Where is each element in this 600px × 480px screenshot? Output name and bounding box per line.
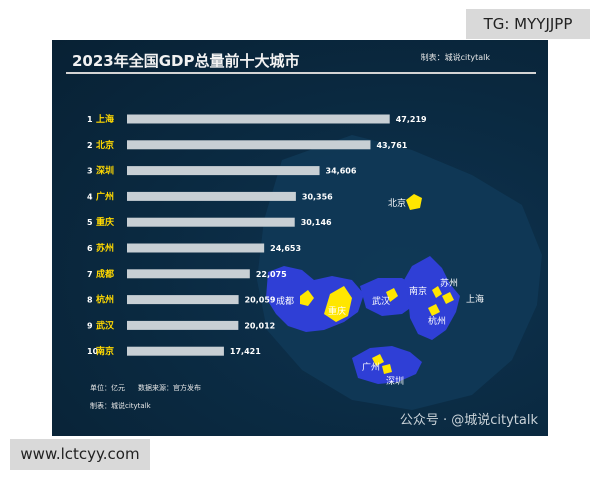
- map-label-chongqing: 重庆: [328, 305, 346, 317]
- city-shape-shenzhen: [382, 364, 392, 374]
- city-shape-beijing: [406, 194, 422, 210]
- map-label-shenzhen: 深圳: [386, 376, 404, 387]
- rank-label: 1: [87, 115, 93, 124]
- category-label: 重庆: [96, 216, 114, 228]
- value-label: 24,653: [270, 244, 301, 253]
- china-map: 北京 成都 重庆 武汉 南京 苏州 上海 杭州 广州 深圳: [257, 135, 542, 410]
- rank-label: 9: [87, 321, 93, 330]
- map-label-wuhan: 武汉: [372, 295, 390, 307]
- source-note: 数据来源：官方发布: [138, 384, 201, 392]
- value-label: 20,059: [245, 296, 276, 305]
- bar: [127, 140, 371, 150]
- rank-label: 8: [87, 296, 93, 305]
- city-shape-guangzhou: [372, 354, 384, 366]
- map-label-beijing: 北京: [388, 197, 406, 209]
- value-label: 17,421: [230, 347, 261, 356]
- map-label-suzhou: 苏州: [440, 277, 458, 289]
- map-label-nanjing: 南京: [409, 285, 427, 297]
- category-label: 苏州: [96, 242, 114, 254]
- map-label-chengdu: 成都: [276, 295, 294, 307]
- rank-label: 7: [87, 270, 93, 279]
- bar: [127, 243, 265, 253]
- bar: [127, 191, 296, 201]
- chart-title: 2023年全国GDP总量前十大城市: [72, 52, 300, 70]
- unit-note: 单位：亿元: [90, 384, 125, 392]
- map-region-east: [404, 256, 460, 340]
- category-label: 深圳: [96, 165, 114, 177]
- maker-footer: 制表：城说citytalk: [90, 402, 151, 410]
- value-label: 43,761: [376, 141, 407, 150]
- rank-label: 2: [87, 141, 93, 150]
- map-label-hangzhou: 杭州: [428, 315, 446, 327]
- brand-watermark: 公众号 · @城说citytalk: [399, 413, 538, 428]
- top-watermark: TG: MYYJJPP: [466, 9, 590, 39]
- rank-label: 3: [87, 167, 93, 176]
- map-background-land: [257, 135, 542, 410]
- city-shape-hangzhou: [428, 304, 440, 316]
- rank-label: 6: [87, 244, 93, 253]
- bar: [127, 217, 295, 227]
- category-label: 武汉: [96, 319, 115, 331]
- rank-label: 10: [87, 347, 99, 356]
- chart-panel: 2023年全国GDP总量前十大城市 制表：城说citytalk: [52, 40, 548, 436]
- map-label-shanghai: 上海: [466, 293, 484, 305]
- city-shape-nanjing: [432, 286, 442, 298]
- bar: [127, 320, 239, 330]
- category-label: 杭州: [96, 294, 114, 306]
- bar: [127, 269, 250, 279]
- bar: [127, 166, 320, 176]
- maker-label: 制表：城说citytalk: [420, 53, 490, 62]
- city-shape-chengdu: [300, 290, 314, 306]
- rank-label: 4: [87, 192, 93, 201]
- city-shape-suzhou: [442, 292, 454, 304]
- value-label: 47,219: [396, 115, 427, 124]
- category-label: 广州: [96, 190, 114, 202]
- value-label: 30,356: [302, 192, 333, 201]
- category-label: 北京: [96, 139, 114, 151]
- category-label: 成都: [96, 268, 114, 280]
- category-label: 上海: [96, 113, 114, 125]
- value-label: 22,075: [256, 270, 287, 279]
- value-label: 34,606: [326, 167, 357, 176]
- value-label: 30,146: [301, 218, 332, 227]
- bar: [127, 346, 224, 356]
- bar: [127, 295, 239, 305]
- title-underline: [66, 72, 536, 74]
- city-shape-chongqing: [324, 286, 352, 322]
- category-label: 南京: [96, 345, 114, 357]
- bar-chart: 北京 成都 重庆 武汉 南京 苏州 上海 杭州 广州 深圳 1 上海 47,2192…: [87, 113, 542, 410]
- map-label-guangzhou: 广州: [362, 361, 380, 373]
- bottom-watermark: www.lctcyy.com: [10, 439, 150, 470]
- value-label: 20,012: [244, 321, 275, 330]
- rank-label: 5: [87, 218, 93, 227]
- city-shape-wuhan: [386, 288, 398, 302]
- bar: [127, 114, 390, 124]
